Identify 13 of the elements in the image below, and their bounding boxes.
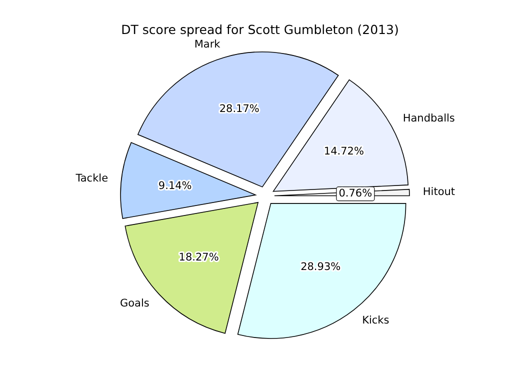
- slice-label: Kicks: [362, 314, 390, 326]
- data-label: 28.17%: [219, 103, 260, 116]
- slice-label: Hitout: [422, 186, 456, 198]
- data-label: 14.72%: [324, 146, 364, 158]
- data-label: 18.27%: [178, 252, 219, 264]
- slice-label: Goals: [120, 298, 150, 310]
- slice-label: Mark: [194, 38, 222, 50]
- chart-title: DT score spread for Scott Gumbleton (2013): [121, 22, 399, 37]
- data-label: 9.14%: [158, 180, 192, 192]
- data-label: 28.93%: [300, 261, 341, 274]
- data-label: 0.76%: [338, 188, 372, 200]
- slice-label: Handballs: [402, 112, 455, 125]
- slice-label: Tackle: [74, 172, 108, 184]
